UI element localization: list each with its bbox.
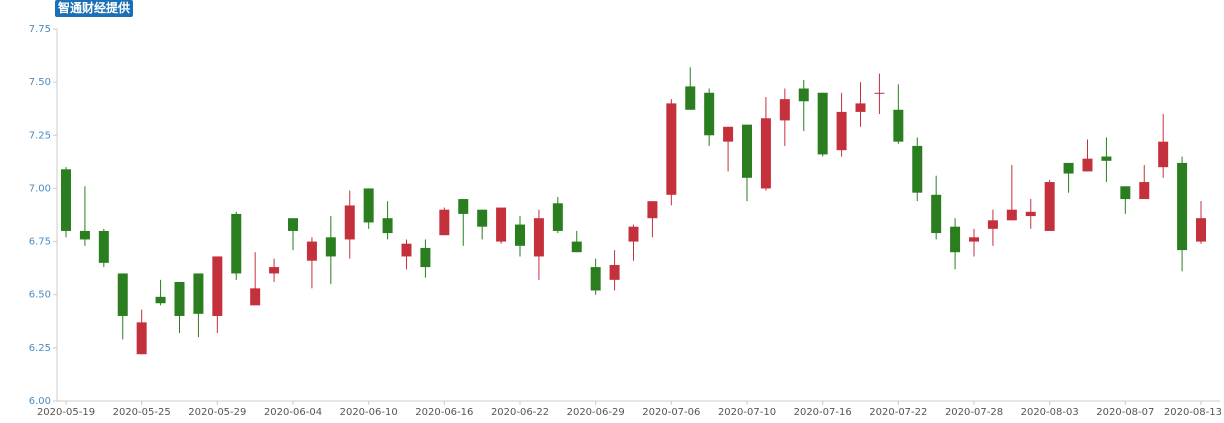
candle-body: [288, 218, 298, 231]
candle-body: [855, 103, 866, 112]
y-tick-label: 7.50: [29, 77, 51, 88]
candle-body: [874, 92, 885, 94]
candle-body: [1006, 209, 1017, 221]
candle-body: [1196, 218, 1206, 242]
candle-body: [836, 111, 847, 151]
x-tick-label: 2020-05-25: [113, 407, 171, 418]
candle-body: [420, 247, 431, 268]
candle-body: [1101, 156, 1112, 161]
candle-body: [950, 226, 961, 253]
candle-body: [969, 237, 979, 242]
x-tick-label: 2020-06-04: [264, 407, 322, 418]
candle-body: [155, 296, 166, 304]
y-tick-label: 6.75: [29, 237, 51, 248]
candle-body: [893, 109, 904, 142]
x-tick-label: 2020-06-22: [491, 407, 549, 418]
x-tick-label: 2020-05-29: [188, 407, 246, 418]
candle-body: [344, 205, 355, 240]
candle-body: [760, 118, 771, 189]
x-tick-label: 2020-07-06: [642, 407, 700, 418]
candle-body: [931, 194, 942, 234]
candle-body: [779, 99, 790, 121]
candle-body: [628, 226, 639, 242]
candle-body: [1177, 162, 1188, 251]
candle-body: [704, 92, 715, 136]
candle-body: [174, 281, 185, 316]
x-tick-label: 2020-08-03: [1021, 407, 1079, 418]
candle-body: [590, 267, 601, 291]
candle-body: [477, 209, 488, 227]
candle-body: [1139, 182, 1150, 200]
x-tick-label: 2020-06-16: [415, 407, 473, 418]
candle-body: [439, 209, 450, 236]
candle-body: [306, 241, 317, 261]
y-tick-label: 7.75: [29, 24, 51, 35]
x-tick-label: 2020-08-13: [1164, 407, 1222, 418]
candle-body: [1044, 182, 1055, 231]
candle-body: [798, 88, 809, 102]
y-tick-label: 6.50: [29, 290, 51, 301]
y-tick-label: 7.00: [29, 183, 51, 194]
candle-body: [98, 230, 109, 263]
candle-body: [117, 273, 128, 316]
y-tick-label: 7.25: [29, 130, 51, 141]
candle-body: [382, 218, 393, 234]
candle-body: [1063, 162, 1074, 174]
candle-body: [401, 243, 412, 257]
x-tick-label: 2020-07-10: [718, 407, 776, 418]
x-tick-label: 2020-06-29: [567, 407, 625, 418]
candle-body: [136, 322, 147, 355]
candle-body: [269, 267, 280, 274]
candle-body: [666, 103, 677, 195]
y-tick-label: 6.25: [29, 343, 51, 354]
candle-body: [1025, 211, 1036, 217]
x-tick-label: 2020-05-19: [37, 407, 95, 418]
candle-body: [231, 213, 242, 274]
candle-body: [61, 169, 71, 231]
candle-body: [79, 230, 90, 240]
candle-body: [212, 256, 223, 316]
candle-body: [250, 288, 261, 306]
candle-body: [325, 237, 336, 257]
candle-body: [533, 218, 544, 257]
candle-body: [552, 203, 563, 231]
candle-body: [987, 220, 998, 229]
candle-body: [609, 264, 620, 280]
candle-body: [1158, 141, 1169, 168]
candle-body: [817, 92, 828, 155]
candle-body: [515, 224, 525, 246]
candle-body: [685, 86, 696, 110]
candle-body: [647, 201, 658, 219]
candle-body: [1120, 186, 1131, 200]
candle-body: [1082, 158, 1093, 172]
candle-body: [458, 199, 469, 214]
x-tick-label: 2020-08-07: [1096, 407, 1154, 418]
candle-body: [912, 145, 923, 193]
x-tick-label: 2020-06-10: [340, 407, 398, 418]
source-badge: 智通财经提供: [55, 0, 134, 17]
x-tick-label: 2020-07-16: [794, 407, 852, 418]
candle-body: [496, 207, 507, 242]
y-tick-label: 6.00: [29, 396, 51, 407]
x-tick-label: 2020-07-28: [945, 407, 1003, 418]
candle-body: [723, 126, 734, 142]
candle-body: [363, 188, 374, 223]
candle-body: [571, 241, 582, 253]
candle-body: [193, 273, 204, 314]
x-tick-label: 2020-07-22: [869, 407, 927, 418]
candle-body: [742, 124, 752, 178]
